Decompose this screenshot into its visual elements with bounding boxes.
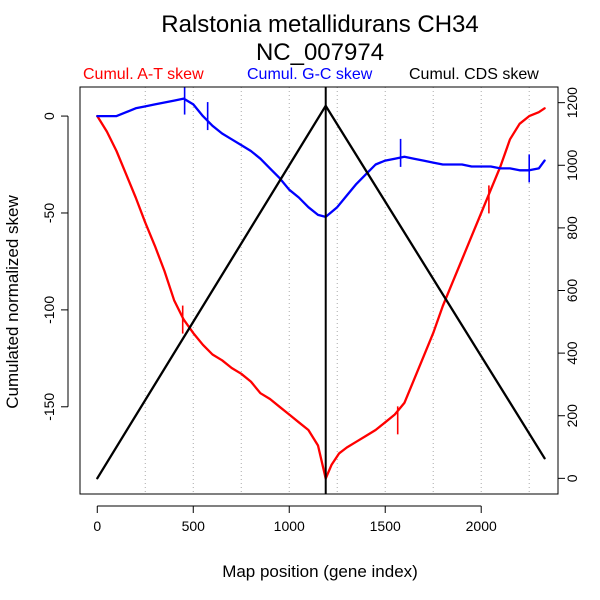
legend-at-skew: Cumul. A-T skew bbox=[83, 66, 204, 83]
series-line-1 bbox=[96, 97, 546, 219]
series-layer bbox=[96, 87, 546, 494]
y-tick-label-3: -150 bbox=[41, 393, 57, 421]
y-tick-label-2: -100 bbox=[41, 296, 57, 324]
y2-tick-label-6: 1200 bbox=[564, 87, 580, 118]
x-tick-label-2: 1000 bbox=[274, 518, 305, 534]
series-line-0 bbox=[96, 107, 546, 480]
x-tick-label-3: 1500 bbox=[370, 518, 401, 534]
x-axis: 0 500 1000 1500 2000 bbox=[93, 505, 497, 534]
y2-tick-label-4: 800 bbox=[564, 216, 580, 240]
x-tick-label-0: 0 bbox=[93, 518, 101, 534]
chart-title: Ralstonia metallidurans CH34 bbox=[161, 11, 478, 38]
y-axis-right: 0 200 400 600 800 1000 1200 bbox=[557, 87, 580, 482]
x-tick-label-4: 2000 bbox=[466, 518, 497, 534]
y-axis-label: Cumulated normalized skew bbox=[3, 195, 22, 409]
marker-layer bbox=[181, 86, 531, 435]
x-axis-label: Map position (gene index) bbox=[222, 562, 418, 581]
gridlines bbox=[144, 87, 530, 494]
y2-tick-label-3: 600 bbox=[564, 279, 580, 303]
y2-tick-label-0: 0 bbox=[564, 474, 580, 482]
series-line-2 bbox=[96, 104, 546, 480]
legend-cds-skew: Cumul. CDS skew bbox=[409, 66, 539, 83]
x-tick-label-1: 500 bbox=[182, 518, 206, 534]
legend-gc-skew: Cumul. G-C skew bbox=[247, 66, 373, 83]
y-axis-left: 0 -50 -100 -150 bbox=[41, 112, 69, 421]
plot-frame bbox=[79, 86, 559, 495]
y2-tick-label-5: 1000 bbox=[564, 149, 580, 180]
y2-tick-label-1: 200 bbox=[564, 404, 580, 428]
chart-subtitle: NC_007974 bbox=[256, 39, 384, 66]
y2-tick-label-2: 400 bbox=[564, 341, 580, 365]
y-tick-label-0: 0 bbox=[41, 112, 57, 120]
y-tick-label-1: -50 bbox=[41, 203, 57, 223]
